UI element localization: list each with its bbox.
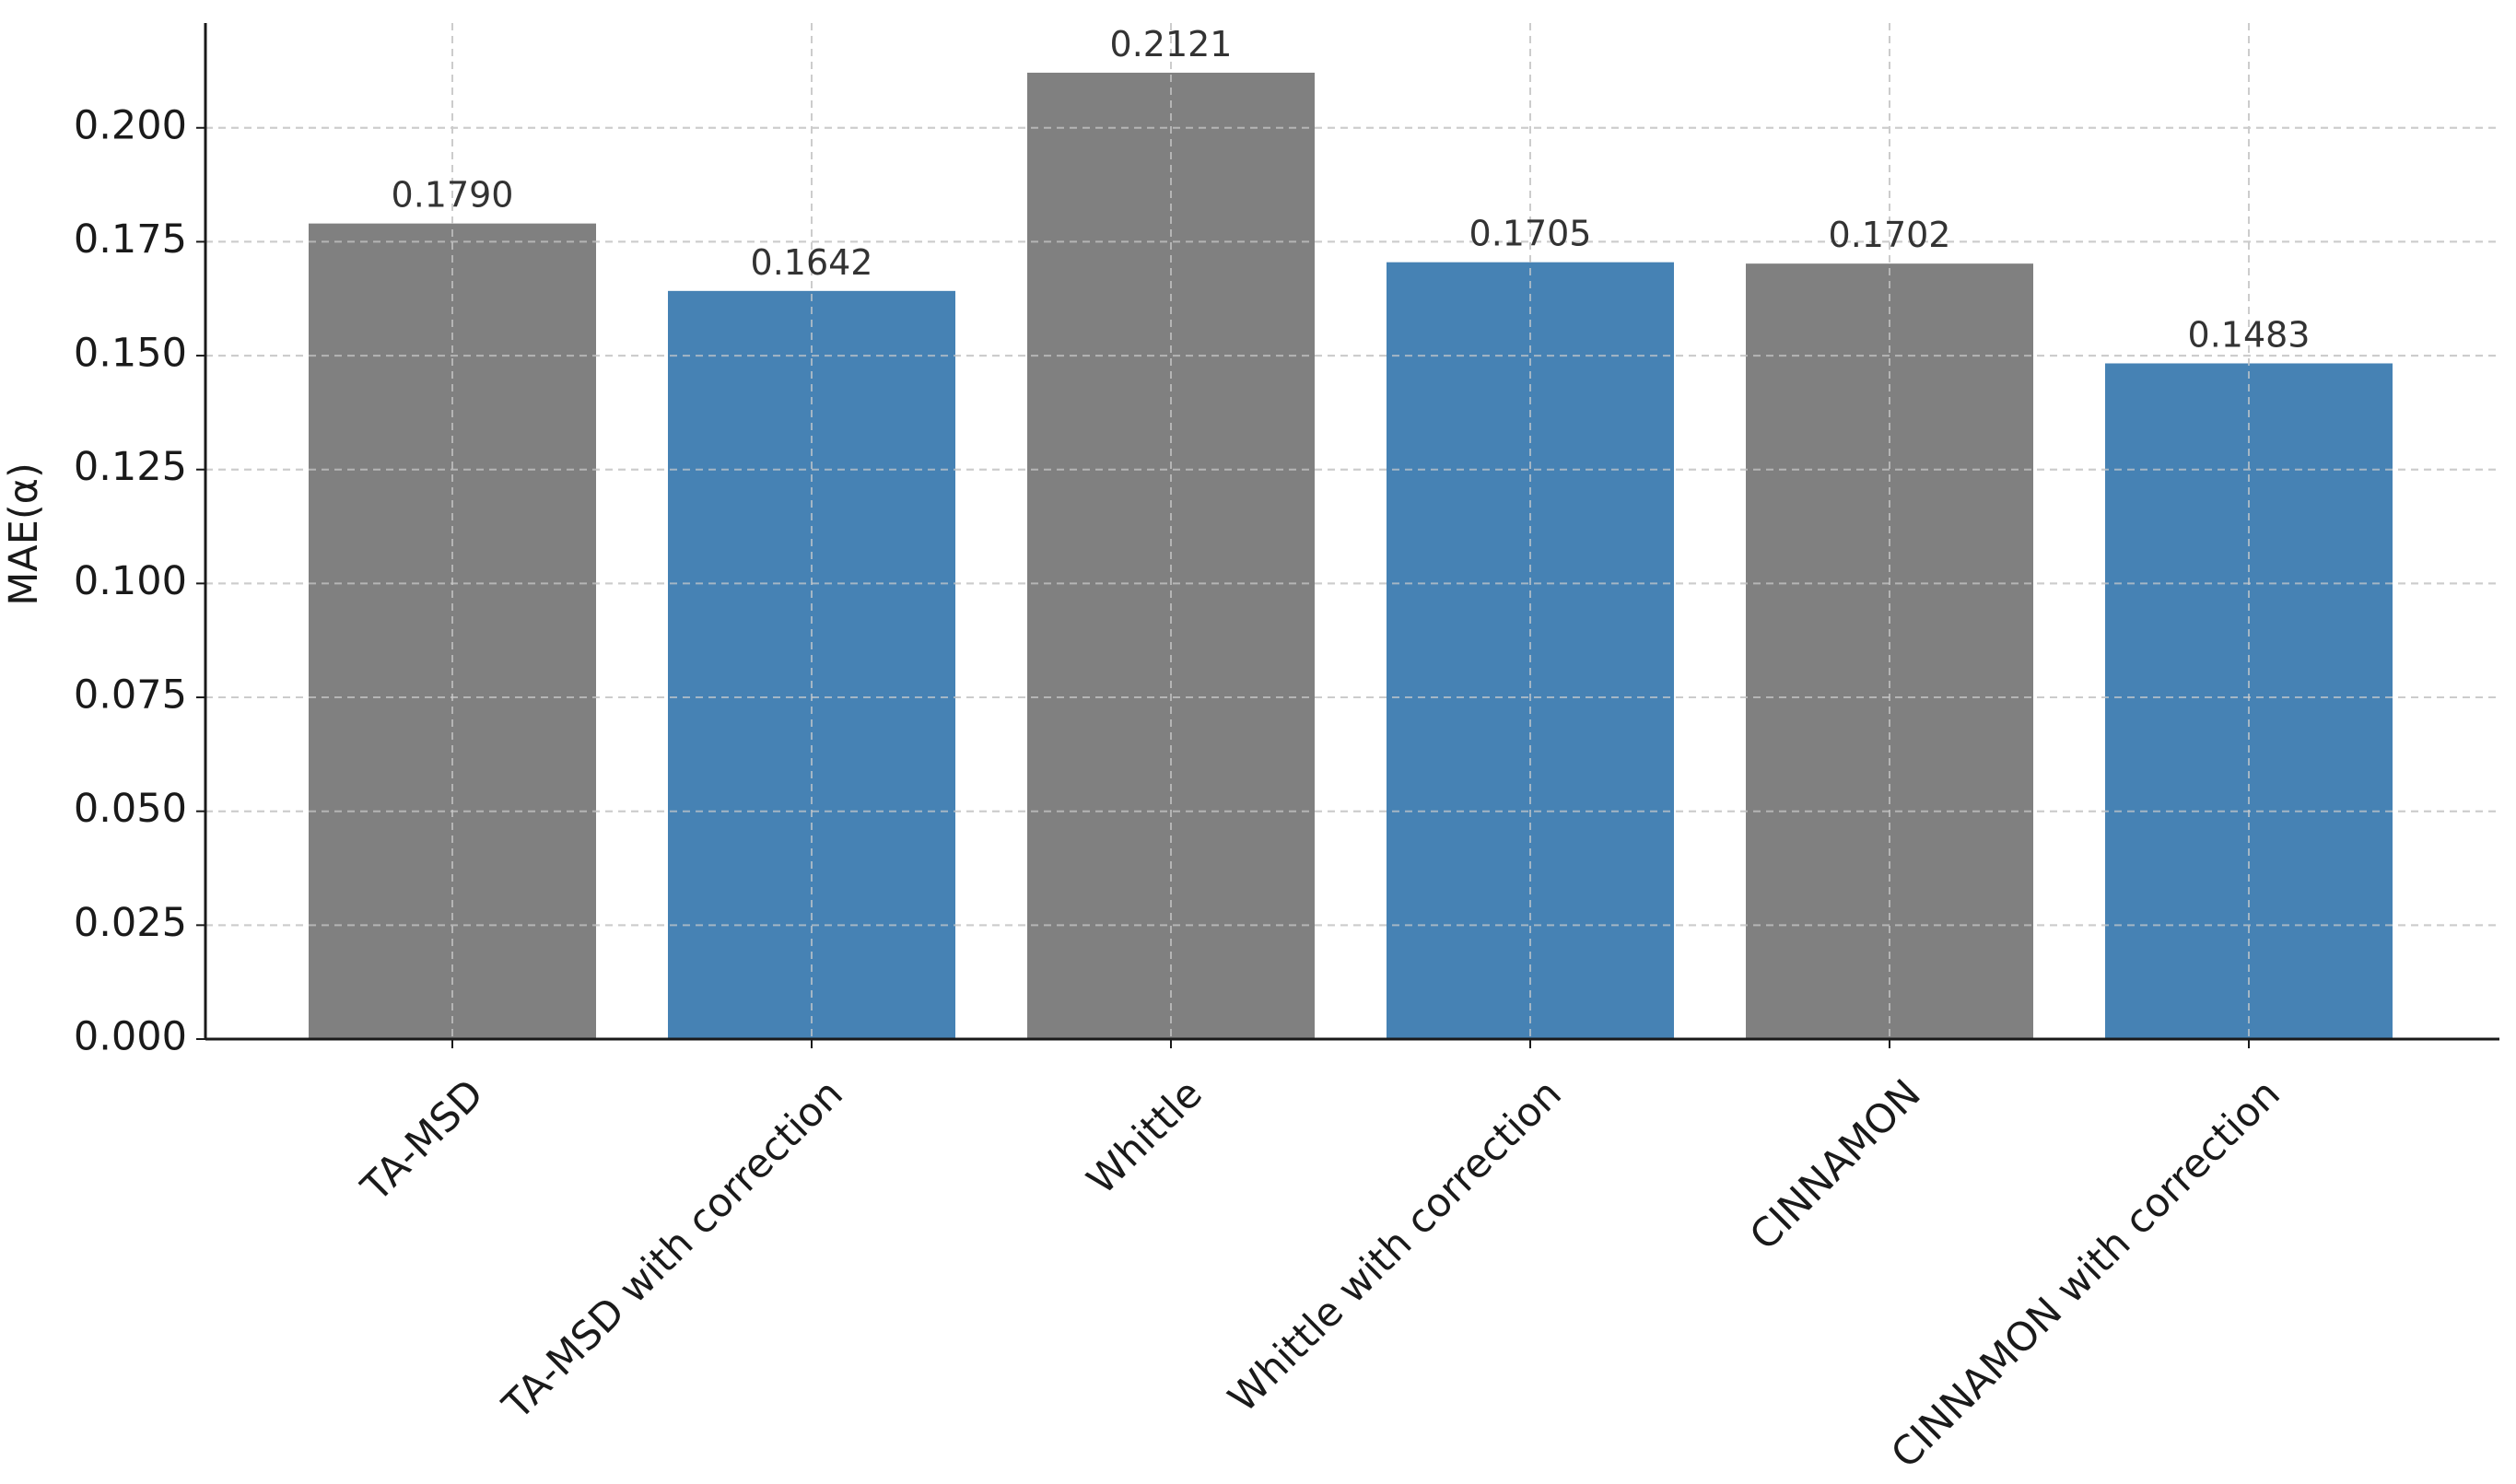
y-tick-label: 0.075 [74, 672, 187, 719]
y-axis-ticks: 0.000 0.025 0.050 0.075 0.100 0.125 0.150 0.175… [74, 102, 205, 1060]
bar-value-label: 0.1702 [1829, 215, 1951, 255]
y-tick-label: 0.175 [74, 216, 187, 263]
bar-value-label: 0.1705 [1469, 214, 1592, 254]
x-tick-label: CINNAMON with correction [1882, 1070, 2288, 1477]
bar [1746, 263, 2033, 1039]
y-tick-label: 0.000 [74, 1014, 187, 1060]
bar [1387, 262, 1674, 1039]
y-axis-label: MAE(α) [1, 462, 47, 606]
x-tick-label: Whittle [1079, 1070, 1211, 1203]
x-tick-label: CINNAMON [1741, 1070, 1930, 1259]
y-tick-label: 0.200 [74, 102, 187, 148]
data-labels: 0.1790 0.1642 0.2121 0.1705 0.1702 0.1483 [392, 24, 2311, 356]
y-tick-label: 0.100 [74, 558, 187, 604]
x-tick-label: TA-MSD [353, 1070, 493, 1210]
y-tick-label: 0.050 [74, 786, 187, 832]
axes [204, 23, 2499, 1041]
bar-value-label: 0.2121 [1110, 24, 1233, 64]
y-tick-label: 0.025 [74, 900, 187, 946]
y-tick-label: 0.125 [74, 444, 187, 490]
bar-value-label: 0.1483 [2188, 314, 2311, 355]
bar-value-label: 0.1642 [751, 242, 873, 283]
x-tick-label: TA-MSD with correction [494, 1070, 852, 1429]
y-tick-label: 0.150 [74, 331, 187, 377]
bars [205, 23, 2499, 1040]
x-axis-ticks: TA-MSD TA-MSD with correction Whittle Whitt… [353, 1039, 2289, 1478]
bar-value-label: 0.1790 [392, 175, 514, 216]
x-tick-label: Whittle with correction [1220, 1070, 1571, 1421]
